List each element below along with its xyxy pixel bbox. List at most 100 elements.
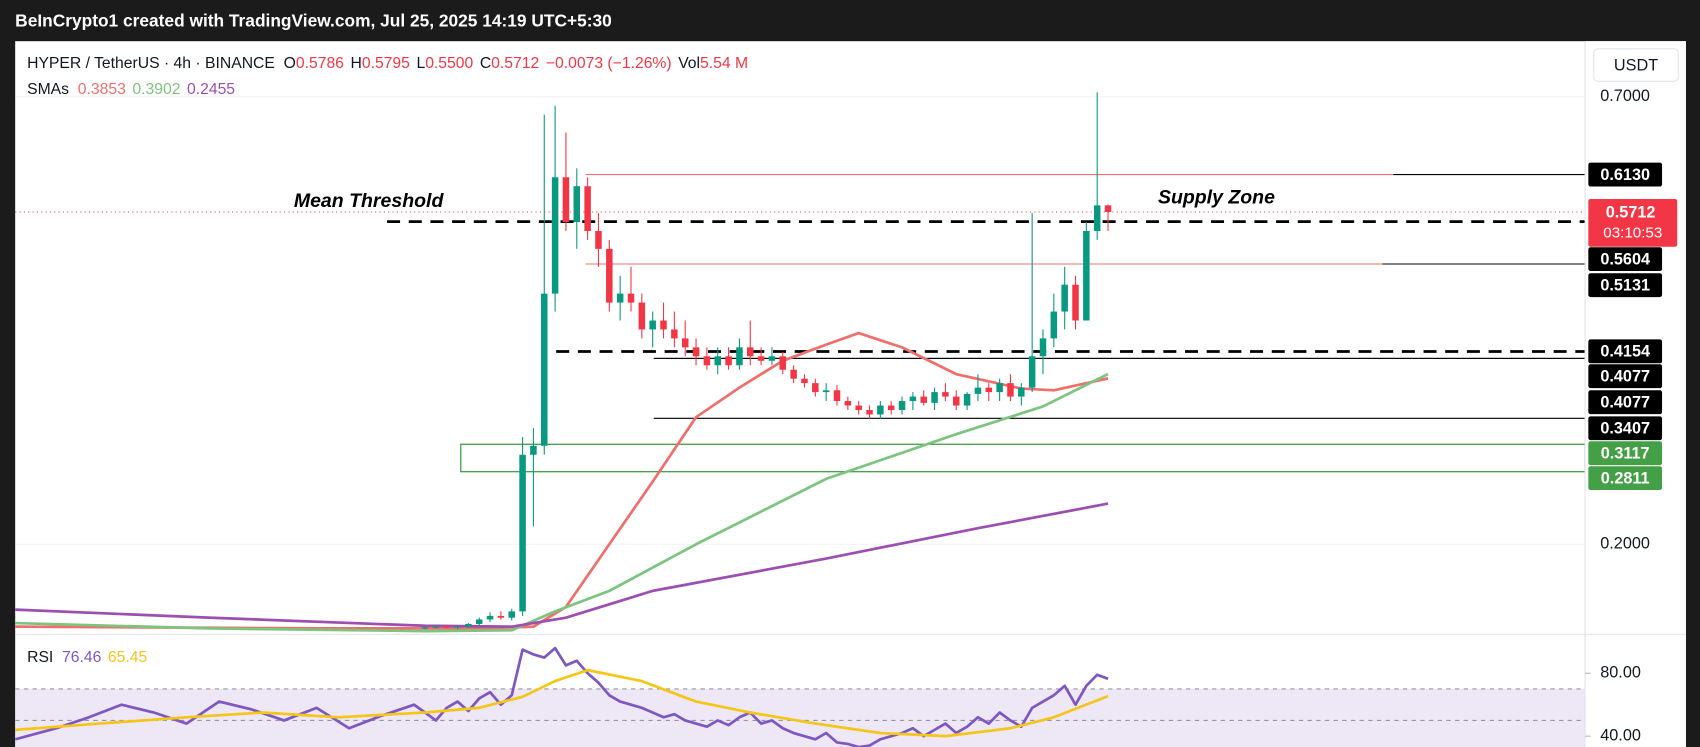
level-label-box — [1588, 273, 1663, 298]
candle-body — [681, 338, 689, 348]
candle-body — [844, 401, 852, 406]
candle-body — [1050, 311, 1058, 339]
candle-body — [952, 396, 960, 406]
candle-body — [1028, 356, 1036, 388]
candle-body — [996, 383, 1003, 393]
zone-label-box — [1588, 466, 1663, 491]
candle-body — [725, 356, 732, 366]
candle-body — [1104, 205, 1112, 212]
sma-value: 0.3853 — [78, 81, 126, 98]
y-tick-label: 80.00 — [1600, 664, 1641, 682]
candle-body — [801, 378, 808, 384]
level-label-box — [1588, 339, 1663, 364]
candle-body — [877, 405, 884, 415]
ohlc-value: 0.5500 — [425, 55, 473, 72]
rsi-value: 65.45 — [108, 649, 148, 666]
vol-label: Vol — [678, 55, 700, 72]
level-label: 0.6130 — [1600, 166, 1650, 184]
plot-area: Mean Threshold Supply Zone — [15, 92, 1586, 747]
sma-line — [15, 372, 1109, 633]
candle-body — [812, 383, 819, 393]
candle-body — [942, 392, 949, 397]
candle-body — [541, 293, 548, 446]
y-tick-label: 0.7000 — [1600, 87, 1650, 105]
sma-value: 0.3902 — [132, 81, 180, 98]
candle-body — [1007, 383, 1014, 397]
candle-body — [486, 615, 494, 620]
level-label-box — [1588, 416, 1663, 441]
candle-body — [887, 405, 895, 411]
rsi-line — [15, 646, 1109, 747]
y-tick-label: 0.2000 — [1600, 535, 1650, 553]
ohlc-label: O — [284, 55, 296, 72]
candle-body — [454, 626, 461, 628]
candle-body — [909, 396, 917, 402]
ohlc-label: H — [350, 55, 361, 72]
candle-body — [649, 320, 656, 330]
candle-body — [475, 619, 483, 624]
level-label: 0.3407 — [1600, 420, 1650, 438]
ohlc-label: L — [416, 55, 425, 72]
candle-body — [920, 396, 927, 403]
candle-body — [432, 626, 440, 628]
candle-body — [1061, 284, 1068, 312]
candle-body — [584, 186, 591, 231]
candle-body — [573, 186, 581, 223]
candle-body — [551, 177, 559, 294]
candle-body — [562, 177, 570, 223]
candle-body — [1039, 338, 1047, 357]
candle-body — [660, 320, 667, 330]
price-pane — [15, 92, 1586, 633]
candle-body — [497, 615, 505, 618]
candle-body — [616, 293, 624, 303]
candle-body — [833, 390, 841, 402]
last-price-box — [1588, 198, 1678, 247]
symbol-legend: HYPER / TetherUS · 4h · BINANCE O0.5786 … — [27, 55, 748, 72]
candle-body — [1018, 387, 1025, 397]
ohlc-value: 0.5786 — [296, 55, 344, 72]
candle-body — [465, 623, 472, 627]
level-label: 0.5131 — [1600, 277, 1650, 295]
candle-body — [530, 445, 537, 455]
vol-value: 5.54 M — [700, 55, 748, 72]
zone-label: 0.2811 — [1601, 470, 1650, 488]
candle-body — [779, 356, 787, 370]
chart-panel — [15, 41, 1686, 747]
candle-body — [692, 347, 700, 357]
rsi-title: RSI — [27, 649, 53, 666]
y-tick-label: 40.00 — [1600, 726, 1641, 744]
level-label: 0.4077 — [1600, 394, 1650, 412]
candle-body — [714, 356, 721, 366]
candle-body — [985, 387, 993, 393]
zone-label-box — [1588, 441, 1663, 466]
candle-body — [1083, 230, 1090, 321]
candle-body — [606, 248, 613, 303]
candle-body — [421, 627, 429, 629]
zone-label: 0.3117 — [1601, 445, 1650, 463]
candle-body — [1072, 284, 1079, 321]
candle-body — [757, 356, 765, 361]
annotation: Supply Zone — [1158, 187, 1275, 209]
candle-body — [638, 302, 646, 330]
candle-body — [855, 405, 862, 411]
ohlc-value: 0.5795 — [362, 55, 410, 72]
ohlc-value: 0.5712 — [491, 55, 539, 72]
symbol: HYPER / TetherUS · 4h · BINANCE — [27, 55, 275, 72]
currency-button[interactable] — [1593, 48, 1679, 82]
candle-body — [898, 401, 906, 411]
candle-body — [974, 387, 982, 394]
rsi-band — [15, 688, 1586, 747]
candle-body — [790, 369, 797, 379]
level-label-box — [1588, 364, 1663, 389]
currency-label[interactable]: USDT — [1614, 56, 1658, 74]
rsi-line — [15, 668, 1109, 738]
level-label-box — [1588, 390, 1663, 415]
level-label: 0.4154 — [1600, 343, 1650, 361]
rsi-legend: RSI 76.46 65.45 — [27, 649, 147, 666]
candle-body — [931, 392, 938, 403]
countdown: 03:10:53 — [1603, 225, 1662, 242]
header-text: BeInCrypto1 created with TradingView.com… — [15, 10, 612, 30]
candle-body — [595, 230, 602, 249]
